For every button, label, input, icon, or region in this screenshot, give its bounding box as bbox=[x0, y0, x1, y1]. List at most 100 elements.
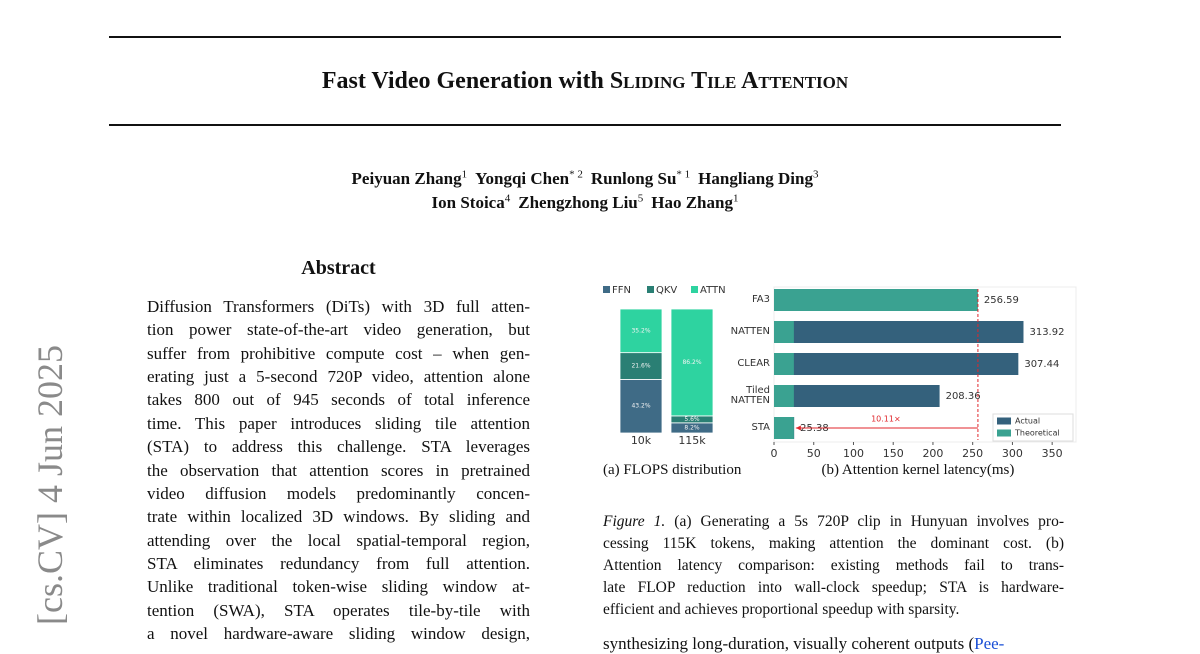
author-name: Zhengzhong Liu bbox=[518, 192, 638, 212]
figure-caption: Figure 1. (a) Generating a 5s 720P clip … bbox=[603, 511, 1064, 621]
value-label: 35.2% bbox=[631, 327, 650, 334]
author: Yongqi Chen* 2 bbox=[475, 168, 583, 188]
abstract-line: video diffusion models predominantly con… bbox=[147, 483, 530, 503]
bar bbox=[774, 321, 794, 343]
bar bbox=[774, 353, 794, 375]
arxiv-stamp: [cs.CV] 4 Jun 2025 bbox=[30, 345, 70, 625]
abstract-line: tention (SWA), STA operates tile-by-tile… bbox=[147, 600, 530, 620]
abstract-line: Diffusion Transformers (DiTs) with 3D fu… bbox=[147, 297, 530, 316]
author-name: Ion Stoica bbox=[431, 192, 505, 212]
value-label: 21.6% bbox=[631, 363, 650, 370]
abstract-line: erating just a 5-second 720P video, atte… bbox=[147, 367, 530, 387]
arrow-head bbox=[795, 425, 801, 431]
caption-text: late FLOP reduction into wall-clock spee… bbox=[603, 579, 1064, 596]
affiliation: 4 bbox=[504, 192, 511, 204]
y-tick-label: Tiled NATTEN bbox=[730, 385, 770, 406]
caption-line: late FLOP reduction into wall-clock spee… bbox=[603, 577, 1064, 599]
affiliation: 5 bbox=[637, 192, 644, 204]
author: Zhengzhong Liu5 bbox=[518, 192, 644, 212]
bar bbox=[774, 385, 940, 407]
author: Runlong Su* 1 bbox=[591, 168, 691, 188]
author: Peiyuan Zhang1 bbox=[351, 168, 468, 188]
abstract-line: STA eliminates redundancy from full atte… bbox=[147, 553, 530, 573]
legend-label: FFN bbox=[612, 285, 631, 296]
x-tick-label: 250 bbox=[962, 447, 983, 460]
abstract-line: (STA) to address this challenge. STA lev… bbox=[147, 437, 530, 457]
abstract-line: time. This paper introduces sliding tile… bbox=[147, 413, 530, 433]
bar bbox=[774, 417, 794, 439]
caption-line: cessing 115K tokens, making attention th… bbox=[603, 533, 1064, 555]
y-tick-label: CLEAR bbox=[737, 358, 770, 369]
value-label: 208.36 bbox=[946, 391, 981, 402]
author-name: Yongqi Chen bbox=[475, 168, 570, 188]
abstract-line: tion power state-of-the-art video genera… bbox=[147, 320, 530, 340]
abstract-body: Diffusion Transformers (DiTs) with 3D fu… bbox=[147, 295, 530, 645]
paper-title: Fast Video Generation with Sliding Tile … bbox=[109, 68, 1061, 95]
title-text: Fast Video Generation with bbox=[321, 68, 604, 94]
x-tick-label: 300 bbox=[1002, 447, 1023, 460]
legend-label: Theoretical bbox=[1014, 429, 1060, 438]
affiliation: 1 bbox=[732, 192, 739, 204]
author-name: Hao Zhang bbox=[651, 192, 733, 212]
legend-swatch bbox=[603, 286, 610, 293]
title-smallcaps: Sliding Tile Attention bbox=[609, 68, 849, 94]
author-name: Peiyuan Zhang bbox=[351, 168, 462, 188]
abstract-heading: Abstract bbox=[301, 257, 376, 279]
x-tick-label: 200 bbox=[922, 447, 943, 460]
subfigure-caption: (a) FLOPS distribution bbox=[603, 462, 742, 478]
caption-line: efficient and achieves proportional spee… bbox=[603, 599, 1064, 621]
caption-label: Figure 1. bbox=[603, 513, 666, 530]
author: Hao Zhang1 bbox=[651, 192, 739, 212]
legend-swatch bbox=[997, 429, 1011, 437]
y-tick-label: STA bbox=[751, 422, 770, 433]
x-tick-label: 0 bbox=[771, 447, 778, 460]
x-tick-label: 10k bbox=[631, 434, 652, 447]
abstract-line: suffer from prohibitive compute cost – w… bbox=[147, 343, 530, 363]
affiliation: 3 bbox=[812, 168, 819, 180]
author: Ion Stoica4 bbox=[431, 192, 511, 212]
caption-line: Figure 1. (a) Generating a 5s 720P clip … bbox=[603, 511, 1064, 533]
bar-segment bbox=[619, 379, 663, 434]
top-rule bbox=[109, 36, 1061, 38]
author: Hangliang Ding3 bbox=[698, 168, 819, 188]
author-name: Hangliang Ding bbox=[698, 168, 813, 188]
bar bbox=[774, 289, 978, 311]
bar bbox=[774, 353, 1019, 375]
legend-swatch bbox=[691, 286, 698, 293]
abstract-line: attending over the local spatial-tempora… bbox=[147, 530, 530, 550]
affiliation: 1 bbox=[461, 168, 468, 180]
value-label: 307.44 bbox=[1024, 359, 1059, 370]
legend-label: ATTN bbox=[700, 285, 726, 296]
caption-text: (a) Generating a 5s 720P clip in Hunyuan… bbox=[674, 513, 1064, 530]
abstract-line: the observation that attention scores in… bbox=[147, 460, 530, 480]
abstract-line: Unlike traditional token-wise sliding wi… bbox=[147, 577, 530, 597]
legend-label: Actual bbox=[1015, 417, 1040, 426]
subfigure-caption: (b) Attention kernel latency(ms) bbox=[821, 462, 1015, 478]
bar-segment bbox=[670, 308, 714, 417]
value-label: 313.92 bbox=[1029, 327, 1064, 338]
author-row: Ion Stoica4 Zhengzhong Liu5 Hao Zhang1 bbox=[109, 192, 1061, 213]
bar bbox=[774, 321, 1024, 343]
y-tick-label: NATTEN bbox=[730, 326, 770, 337]
caption-line: Attention latency comparison: existing m… bbox=[603, 555, 1064, 577]
bar-segment bbox=[619, 308, 663, 354]
bar bbox=[774, 385, 794, 407]
x-tick-label: 115k bbox=[678, 434, 706, 447]
abstract-line: takes 800 out of 945 seconds of total in… bbox=[147, 390, 530, 410]
caption-text: cessing 115K tokens, making attention th… bbox=[603, 535, 1064, 552]
value-label: 5.6% bbox=[684, 416, 700, 423]
caption-text: efficient and achieves proportional spee… bbox=[603, 601, 960, 618]
value-label: 8.2% bbox=[684, 424, 700, 431]
x-tick-label: 350 bbox=[1042, 447, 1063, 460]
annotation: 10.11× bbox=[871, 415, 901, 424]
affiliation: * 1 bbox=[676, 168, 691, 180]
affiliation: * 2 bbox=[569, 168, 583, 180]
abstract-line: a novel hardware-aware sliding window de… bbox=[147, 624, 530, 644]
value-label: 86.2% bbox=[682, 359, 701, 366]
caption-text: Attention latency comparison: existing m… bbox=[603, 557, 1064, 574]
value-label: 43.2% bbox=[631, 403, 650, 410]
legend-label: QKV bbox=[656, 285, 677, 296]
x-tick-label: 100 bbox=[843, 447, 864, 460]
